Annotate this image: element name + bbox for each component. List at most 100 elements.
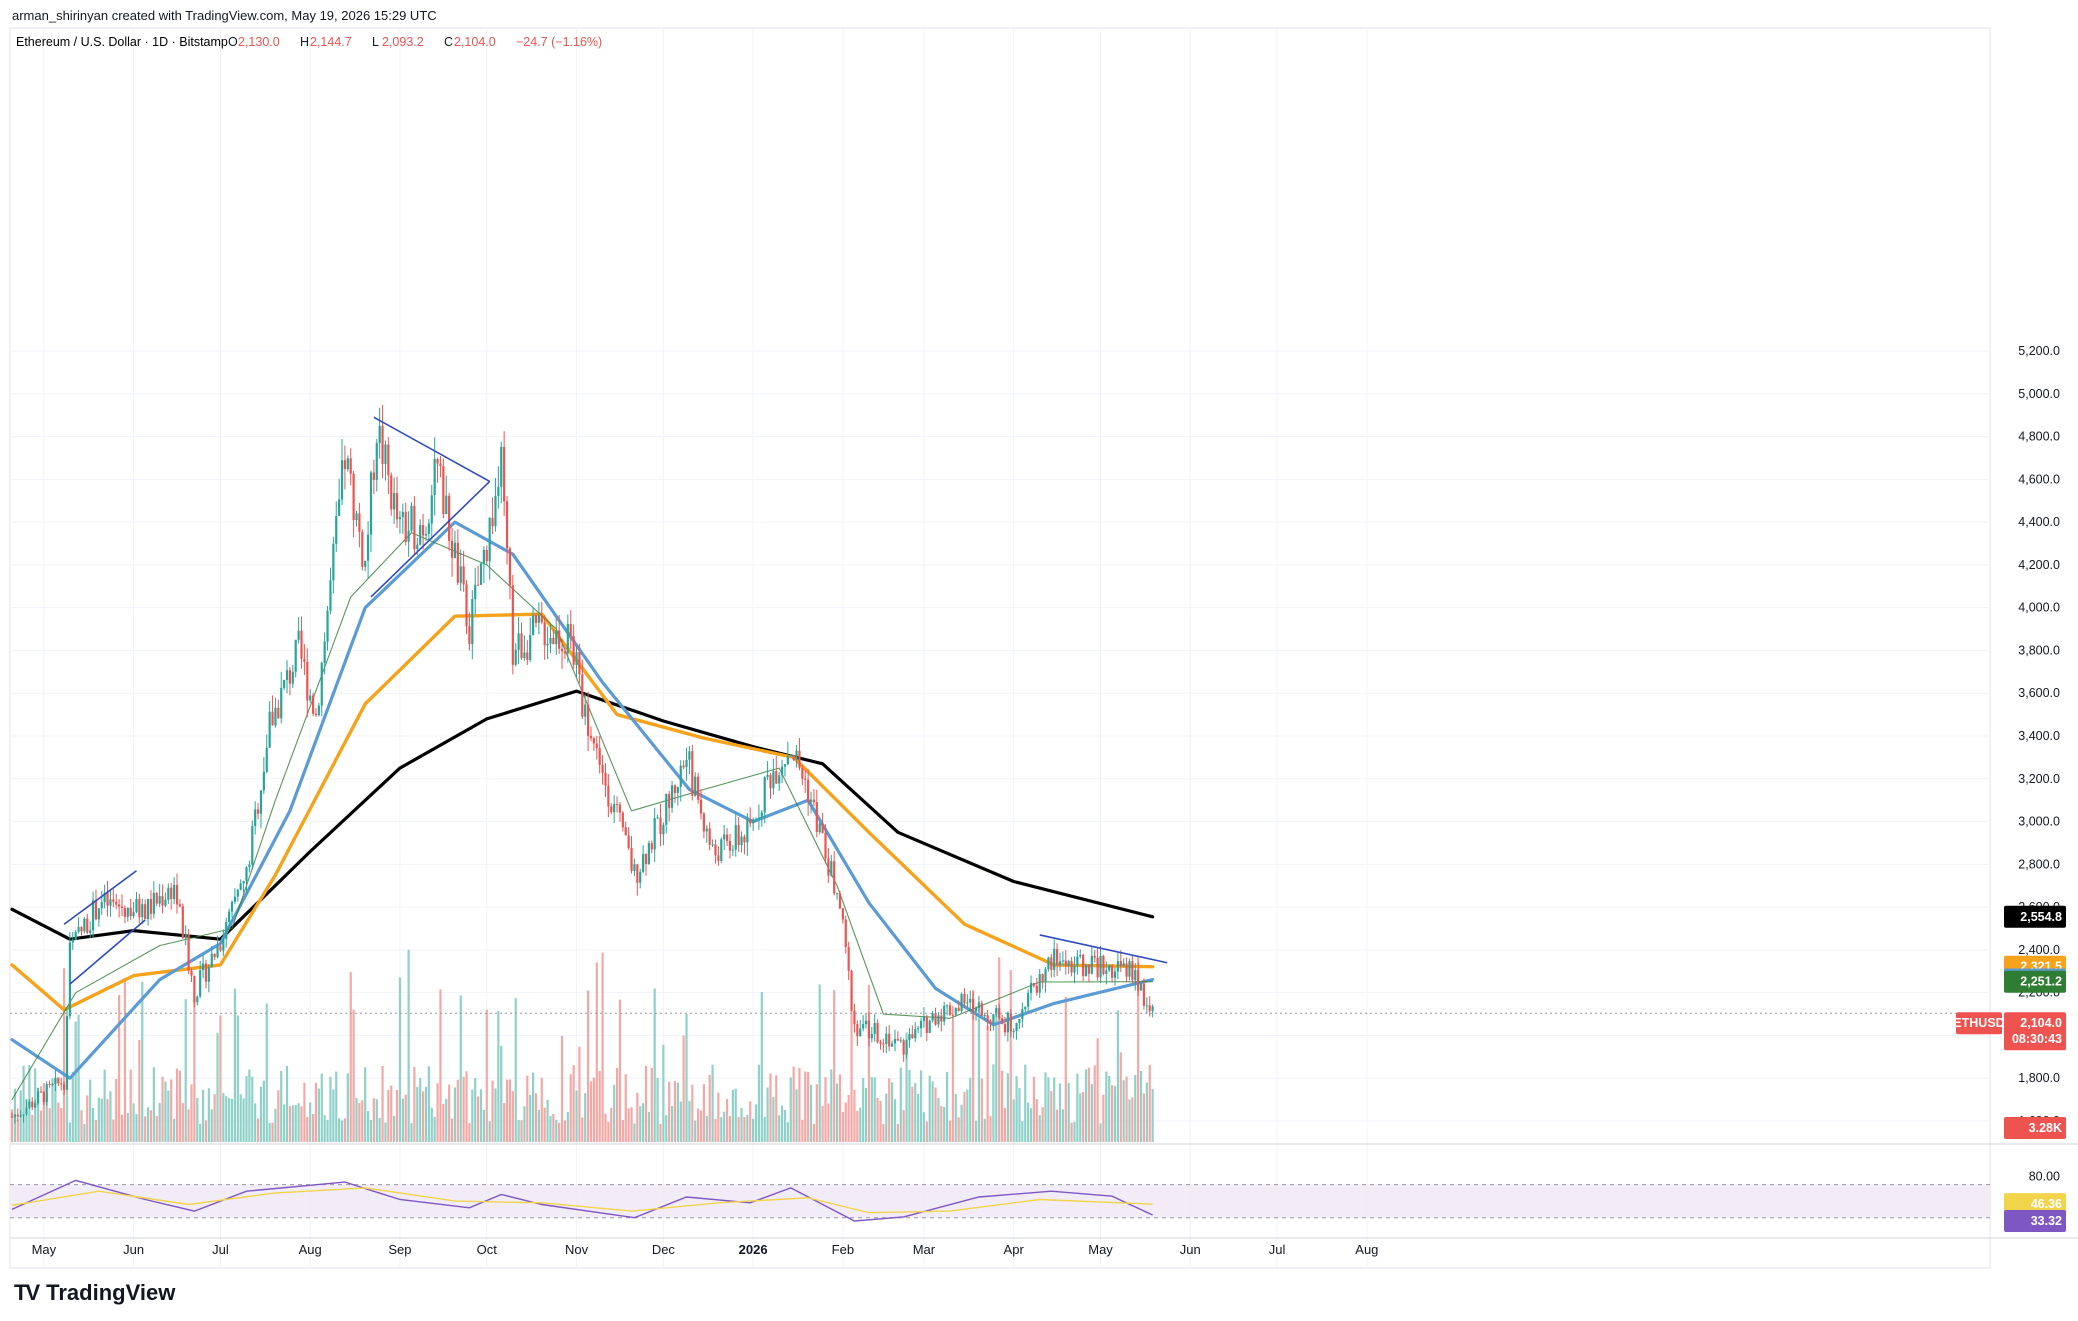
candle: [488, 517, 491, 562]
volume-bar: [1096, 1038, 1099, 1142]
volume-bar: [569, 1074, 572, 1142]
candle: [922, 1016, 926, 1021]
candle: [925, 1016, 928, 1033]
candle: [207, 967, 210, 982]
volume-bar: [763, 1116, 766, 1142]
candle: [173, 884, 176, 900]
volume-bar: [300, 1106, 303, 1142]
candle: [314, 713, 318, 716]
volume-bar: [847, 1095, 850, 1142]
candle: [526, 652, 529, 661]
volume-bar: [332, 1089, 335, 1142]
candle: [201, 963, 205, 971]
candle: [1055, 949, 1059, 966]
volume-bar: [479, 1089, 483, 1142]
candle: [963, 993, 966, 1004]
trendline: [63, 870, 137, 925]
volume-bar: [743, 1116, 746, 1142]
candle: [757, 817, 761, 820]
candle: [995, 1008, 998, 1015]
ohlc-key: O: [228, 35, 238, 49]
candle: [442, 466, 445, 515]
volume-bar: [934, 1087, 937, 1142]
volume-bar: [274, 1108, 277, 1142]
candle: [691, 751, 694, 796]
candle: [462, 566, 465, 585]
candle: [621, 812, 624, 828]
candle: [653, 818, 656, 850]
volume-bar: [1082, 1092, 1085, 1142]
candle: [792, 755, 795, 760]
candle: [245, 867, 248, 881]
candle: [505, 501, 509, 549]
volume-bar: [963, 1091, 966, 1142]
volume-bar: [989, 1116, 992, 1142]
candle: [479, 563, 483, 585]
volume-bar: [271, 1122, 274, 1142]
candle: [16, 1114, 19, 1117]
volume-bar: [505, 1079, 509, 1142]
candle: [587, 704, 590, 736]
volume-bar: [129, 1069, 132, 1142]
trendline: [69, 919, 146, 985]
volume-bar: [184, 999, 187, 1142]
candle: [297, 630, 300, 640]
ma-badge: [2004, 905, 2066, 928]
tradingview-logo[interactable]: TV TradingView: [14, 1280, 175, 1306]
candle: [607, 785, 610, 807]
volume-bar: [474, 1077, 477, 1142]
y-tick-label: 2,800.0: [2018, 857, 2060, 871]
candle: [778, 775, 781, 784]
volume-bar: [928, 1075, 931, 1142]
moving-average-line: [10, 689, 1155, 941]
candle: [239, 883, 242, 890]
candle: [534, 615, 538, 623]
candle: [558, 630, 561, 649]
tradingview-logo-text: TradingView: [46, 1280, 176, 1305]
candle: [419, 525, 422, 545]
candle: [228, 911, 231, 922]
volume-bar: [201, 1089, 205, 1142]
volume-bar: [604, 1113, 607, 1142]
candle: [566, 624, 569, 654]
candle: [112, 899, 115, 902]
x-tick-label: Nov: [565, 1242, 589, 1257]
volume-bar: [575, 1090, 578, 1142]
volume-bar: [517, 1119, 520, 1142]
volume-bar: [146, 1107, 150, 1142]
candle: [780, 766, 784, 776]
candle: [384, 444, 387, 464]
candle: [491, 517, 494, 527]
volume-bar: [789, 1077, 792, 1142]
volume-bar: [1148, 1064, 1151, 1142]
volume-bar: [488, 1121, 491, 1142]
volume-bar: [39, 1110, 43, 1142]
candle: [899, 1040, 902, 1042]
candle: [338, 499, 341, 517]
volume-bar: [230, 1098, 234, 1142]
candle: [83, 918, 86, 932]
candle: [468, 626, 471, 645]
candle: [65, 1016, 69, 1090]
volume-bar: [259, 1086, 263, 1142]
ma-badge: [2004, 970, 2066, 993]
volume-bar: [830, 1069, 833, 1142]
volume-bar: [560, 1035, 564, 1142]
symbol-badge: [1956, 1012, 2002, 1035]
candle: [1148, 1005, 1151, 1012]
candle: [740, 836, 743, 846]
candle: [888, 1033, 891, 1047]
volume-bar: [917, 1093, 920, 1142]
candle: [320, 662, 323, 706]
candle: [885, 1033, 888, 1044]
volume-bar: [346, 1073, 349, 1142]
x-tick-label: May: [1088, 1242, 1113, 1257]
rsi-ma-badge-label: 46.36: [2031, 1197, 2062, 1211]
candle: [893, 1038, 897, 1044]
volume-bar: [378, 1118, 381, 1142]
volume-bar: [943, 1106, 946, 1142]
candlesticks: [10, 405, 1154, 1124]
volume-bar: [112, 1119, 115, 1142]
candle: [786, 756, 789, 765]
